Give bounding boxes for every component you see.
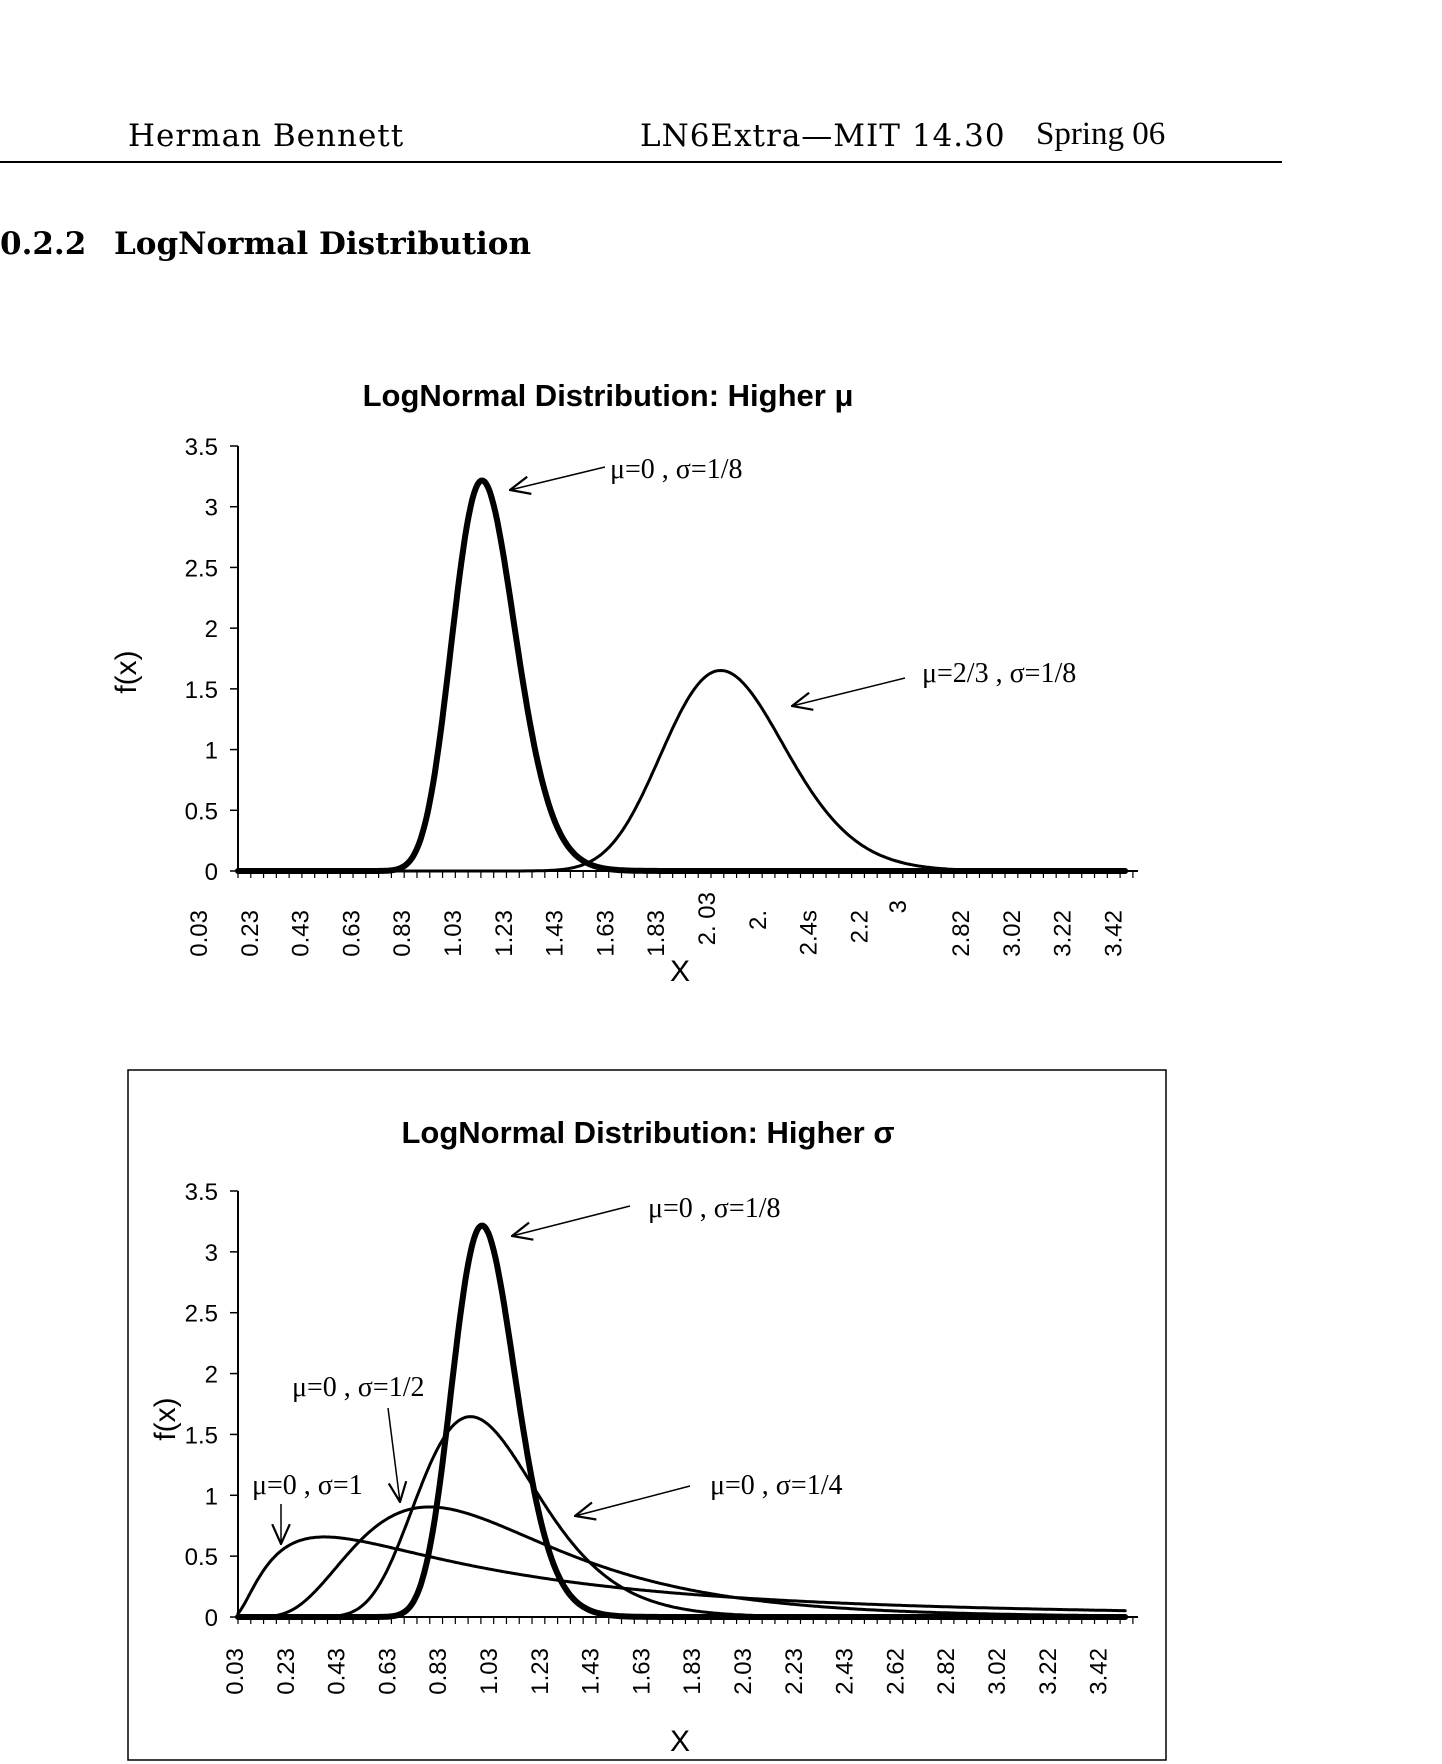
- chart-2-y-tick-label: 0: [205, 1605, 218, 1632]
- chart-2-x-tick-label: 0.83: [425, 1648, 452, 1695]
- chart-1-x-axis-label: X: [670, 955, 690, 988]
- section-number: 0.2.2: [0, 226, 87, 262]
- chart-2-y-axis-label: f(x): [149, 1397, 182, 1440]
- chart-1-x-tick-label: 1.43: [542, 910, 569, 957]
- chart-2-y-tick-label: 3: [205, 1240, 218, 1267]
- chart-1-annotation-arrow: [792, 677, 906, 706]
- chart-2-y-tick-label: 2.5: [185, 1301, 218, 1328]
- chart-2-y-tick-label: 2: [205, 1362, 218, 1389]
- chart-1-x-tick-label: 3.42: [1100, 910, 1127, 957]
- chart-2-x-tick-label: 0.23: [273, 1648, 300, 1695]
- chart-2-series-2-line: [236, 1415, 1127, 1619]
- chart-2-x-tick-label: 1.03: [476, 1648, 503, 1695]
- chart-2-x-tick-label: 1.23: [527, 1648, 554, 1695]
- chart-1-x-tick-label: 2.4s: [796, 910, 823, 955]
- chart-2-annotation-arrow: [575, 1485, 691, 1516]
- chart-2-title: LogNormal Distribution: Higher σ: [401, 1115, 894, 1150]
- chart-1-annotation-arrow: [510, 466, 606, 490]
- chart-1-x-tick-label: 1.23: [491, 910, 518, 957]
- chart-2-annotation-arrow: [512, 1205, 631, 1236]
- chart-1-x-tick-label: 3.22: [1050, 910, 1077, 957]
- chart-1-y-tick-label: 0.5: [185, 798, 218, 825]
- chart-1-y-tick-label: 3: [205, 495, 218, 522]
- chart-1-x-tick-label: 0.63: [338, 910, 365, 957]
- chart-1-x-tick-label: 0.23: [237, 910, 264, 957]
- running-header-term: Spring 06: [1036, 116, 1166, 152]
- chart-2-series-4-line: [236, 1535, 1127, 1615]
- chart-1-x-tick-label: 3: [885, 900, 912, 913]
- chart-2-y-tick-label: 3.5: [185, 1179, 218, 1206]
- chart-2-x-tick-label: 3.02: [984, 1648, 1011, 1695]
- chart-1-x-tick-label: 3.02: [999, 910, 1026, 957]
- chart-2-x-tick-label: 2.43: [832, 1648, 859, 1695]
- chart-2-x-tick-label: 3.22: [1035, 1648, 1062, 1695]
- chart-1-x-tick-label: 2.2: [846, 910, 873, 943]
- chart-1-x-tick-label: 1.63: [592, 910, 619, 957]
- chart-1-x-tick-label: 1.83: [643, 910, 670, 957]
- chart-1-y-tick-label: 2.5: [185, 555, 218, 582]
- chart-1-y-tick-label: 1.5: [185, 677, 218, 704]
- chart-1-y-axis-label: f(x): [110, 650, 143, 693]
- chart-1-annotation-label: μ=2/3 , σ=1/8: [922, 658, 1076, 689]
- chart-2-annotation-label: μ=0 , σ=1/2: [292, 1372, 424, 1403]
- chart-2-x-tick-label: 1.43: [578, 1648, 605, 1695]
- chart-2-x-tick-label: 0.43: [324, 1648, 351, 1695]
- chart-2-x-tick-label: 1.63: [628, 1648, 655, 1695]
- chart-1-annotation-label: μ=0 , σ=1/8: [610, 454, 742, 485]
- chart-2-x-tick-label: 2.82: [933, 1648, 960, 1695]
- chart-2-annotation-arrow: [387, 1407, 400, 1502]
- chart-1-y-tick-label: 0: [205, 859, 218, 886]
- chart-2-y-tick-label: 1: [205, 1483, 218, 1510]
- chart-1-title: LogNormal Distribution: Higher μ: [363, 378, 854, 413]
- chart-2-y-tick-label: 1.5: [185, 1422, 218, 1449]
- chart-2-x-tick-label: 0.63: [374, 1648, 401, 1695]
- chart-1-x-tick-label: 0.03: [186, 910, 213, 957]
- chart-1-x-tick-label: 2. 03: [694, 892, 721, 945]
- chart-1-series-2-line: [236, 669, 1127, 873]
- running-header-course: LN6Extra—MIT 14.30: [640, 118, 1006, 154]
- running-header-author: Herman Bennett: [128, 118, 405, 154]
- chart-1-y-tick-label: 1: [205, 738, 218, 765]
- chart-1-x-tick-label: 0.83: [389, 910, 416, 957]
- chart-2-series-3-line: [236, 1505, 1127, 1619]
- chart-2-x-axis-label: X: [670, 1725, 690, 1758]
- chart-1-x-tick-label: 2.: [745, 910, 772, 930]
- chart-2-x-tick-label: 0.03: [222, 1648, 249, 1695]
- chart-2-x-tick-label: 3.42: [1086, 1648, 1113, 1695]
- section-heading: 0.2.2 LogNormal Distribution: [0, 226, 531, 262]
- chart-2-series-1-line: [235, 1222, 1129, 1620]
- chart-1-x-tick-label: 0.43: [288, 910, 315, 957]
- chart-1-x-tick-label: 2.82: [948, 910, 975, 957]
- chart-1-y-tick-label: 3.5: [185, 434, 218, 461]
- header-rule: [0, 161, 1282, 163]
- chart-2-y-tick-label: 0.5: [185, 1544, 218, 1571]
- chart-2-x-tick-label: 2.23: [781, 1648, 808, 1695]
- chart-2-x-tick-label: 2.03: [730, 1648, 757, 1695]
- chart-2-annotation-label: μ=0 , σ=1/8: [648, 1193, 780, 1224]
- chart-1-y-tick-label: 2: [205, 616, 218, 643]
- chart-2-annotation-label: μ=0 , σ=1: [252, 1470, 363, 1501]
- chart-2-x-tick-label: 2.62: [882, 1648, 909, 1695]
- chart-2-annotation-label: μ=0 , σ=1/4: [710, 1470, 842, 1501]
- chart-2-x-tick-label: 1.83: [679, 1648, 706, 1695]
- chart-2-border: [127, 1069, 1167, 1761]
- chart-1-x-tick-label: 1.03: [440, 910, 467, 957]
- section-title: LogNormal Distribution: [114, 226, 532, 262]
